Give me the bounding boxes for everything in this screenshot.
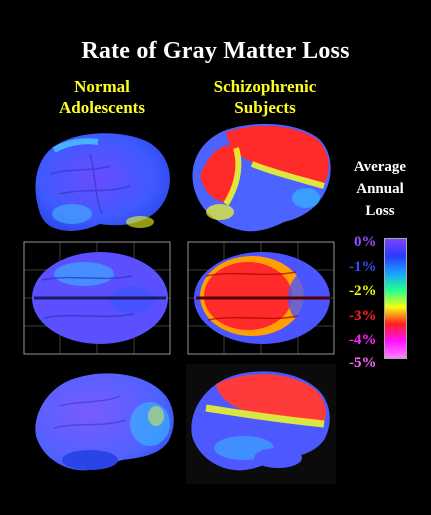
legend-title: Average Annual Loss (340, 156, 420, 222)
normal-medial-brain-image (35, 373, 174, 471)
normal-heading-line-1: Normal (74, 77, 130, 96)
legend-label-1: -1% (349, 259, 377, 275)
legend-label-0: 0% (354, 234, 377, 250)
legend-title-line-2: Annual (356, 181, 404, 197)
normal-heading-line-2: Adolescents (59, 98, 145, 117)
schizophrenic-lateral-brain-image (192, 123, 331, 232)
legend-colorbar (384, 238, 407, 359)
schizophrenic-medial-brain-image (186, 364, 336, 484)
schizophrenic-column-heading: Schizophrenic Subjects (185, 76, 345, 118)
normal-lateral-brain (30, 124, 176, 238)
schizophrenic-heading-line-2: Subjects (234, 98, 296, 117)
legend-label-2: -2% (349, 283, 377, 299)
normal-lateral-brain-image (35, 133, 170, 231)
schizophrenic-top-brain (186, 240, 336, 356)
schizophrenic-top-brain-image (187, 241, 335, 355)
normal-top-brain-image (23, 241, 171, 355)
normal-medial-brain (30, 366, 180, 482)
figure-title: Rate of Gray Matter Loss (81, 38, 350, 64)
schizophrenic-lateral-brain (186, 118, 336, 240)
normal-top-brain (22, 240, 172, 356)
legend-label-3: -3% (349, 308, 377, 324)
schizophrenic-medial-brain (186, 364, 336, 484)
legend-title-line-3: Loss (365, 203, 395, 219)
legend-title-line-1: Average (353, 159, 407, 175)
schizophrenic-heading-line-1: Schizophrenic (213, 77, 317, 96)
legend-label-5: -5% (349, 355, 377, 371)
normal-column-heading: Normal Adolescents (42, 76, 162, 118)
legend-label-4: -4% (349, 332, 377, 348)
